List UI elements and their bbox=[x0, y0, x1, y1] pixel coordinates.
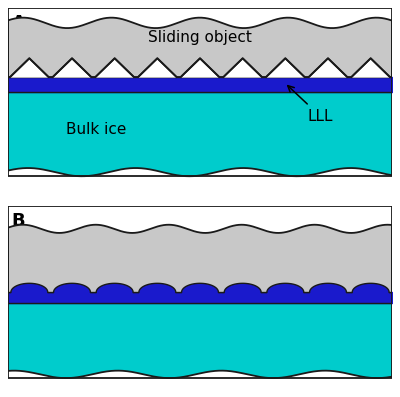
Polygon shape bbox=[53, 58, 91, 77]
Circle shape bbox=[182, 283, 218, 301]
Circle shape bbox=[54, 283, 90, 301]
Text: Sliding object: Sliding object bbox=[148, 30, 252, 45]
Text: LLL: LLL bbox=[288, 86, 333, 123]
Polygon shape bbox=[181, 58, 219, 77]
Circle shape bbox=[310, 283, 346, 301]
Circle shape bbox=[267, 283, 304, 301]
Polygon shape bbox=[8, 225, 392, 292]
Text: Bulk ice: Bulk ice bbox=[66, 122, 126, 137]
Polygon shape bbox=[266, 58, 304, 77]
Polygon shape bbox=[138, 58, 176, 77]
Circle shape bbox=[139, 283, 176, 301]
Circle shape bbox=[96, 283, 133, 301]
Circle shape bbox=[224, 283, 261, 301]
Polygon shape bbox=[8, 17, 392, 77]
Polygon shape bbox=[96, 58, 134, 77]
Polygon shape bbox=[8, 92, 392, 176]
Polygon shape bbox=[309, 58, 347, 77]
Polygon shape bbox=[8, 303, 392, 378]
Polygon shape bbox=[352, 58, 390, 77]
Text: B: B bbox=[12, 212, 26, 230]
Polygon shape bbox=[224, 58, 262, 77]
Circle shape bbox=[352, 283, 389, 301]
Polygon shape bbox=[10, 58, 48, 77]
Circle shape bbox=[11, 283, 48, 301]
Text: A: A bbox=[12, 13, 26, 31]
